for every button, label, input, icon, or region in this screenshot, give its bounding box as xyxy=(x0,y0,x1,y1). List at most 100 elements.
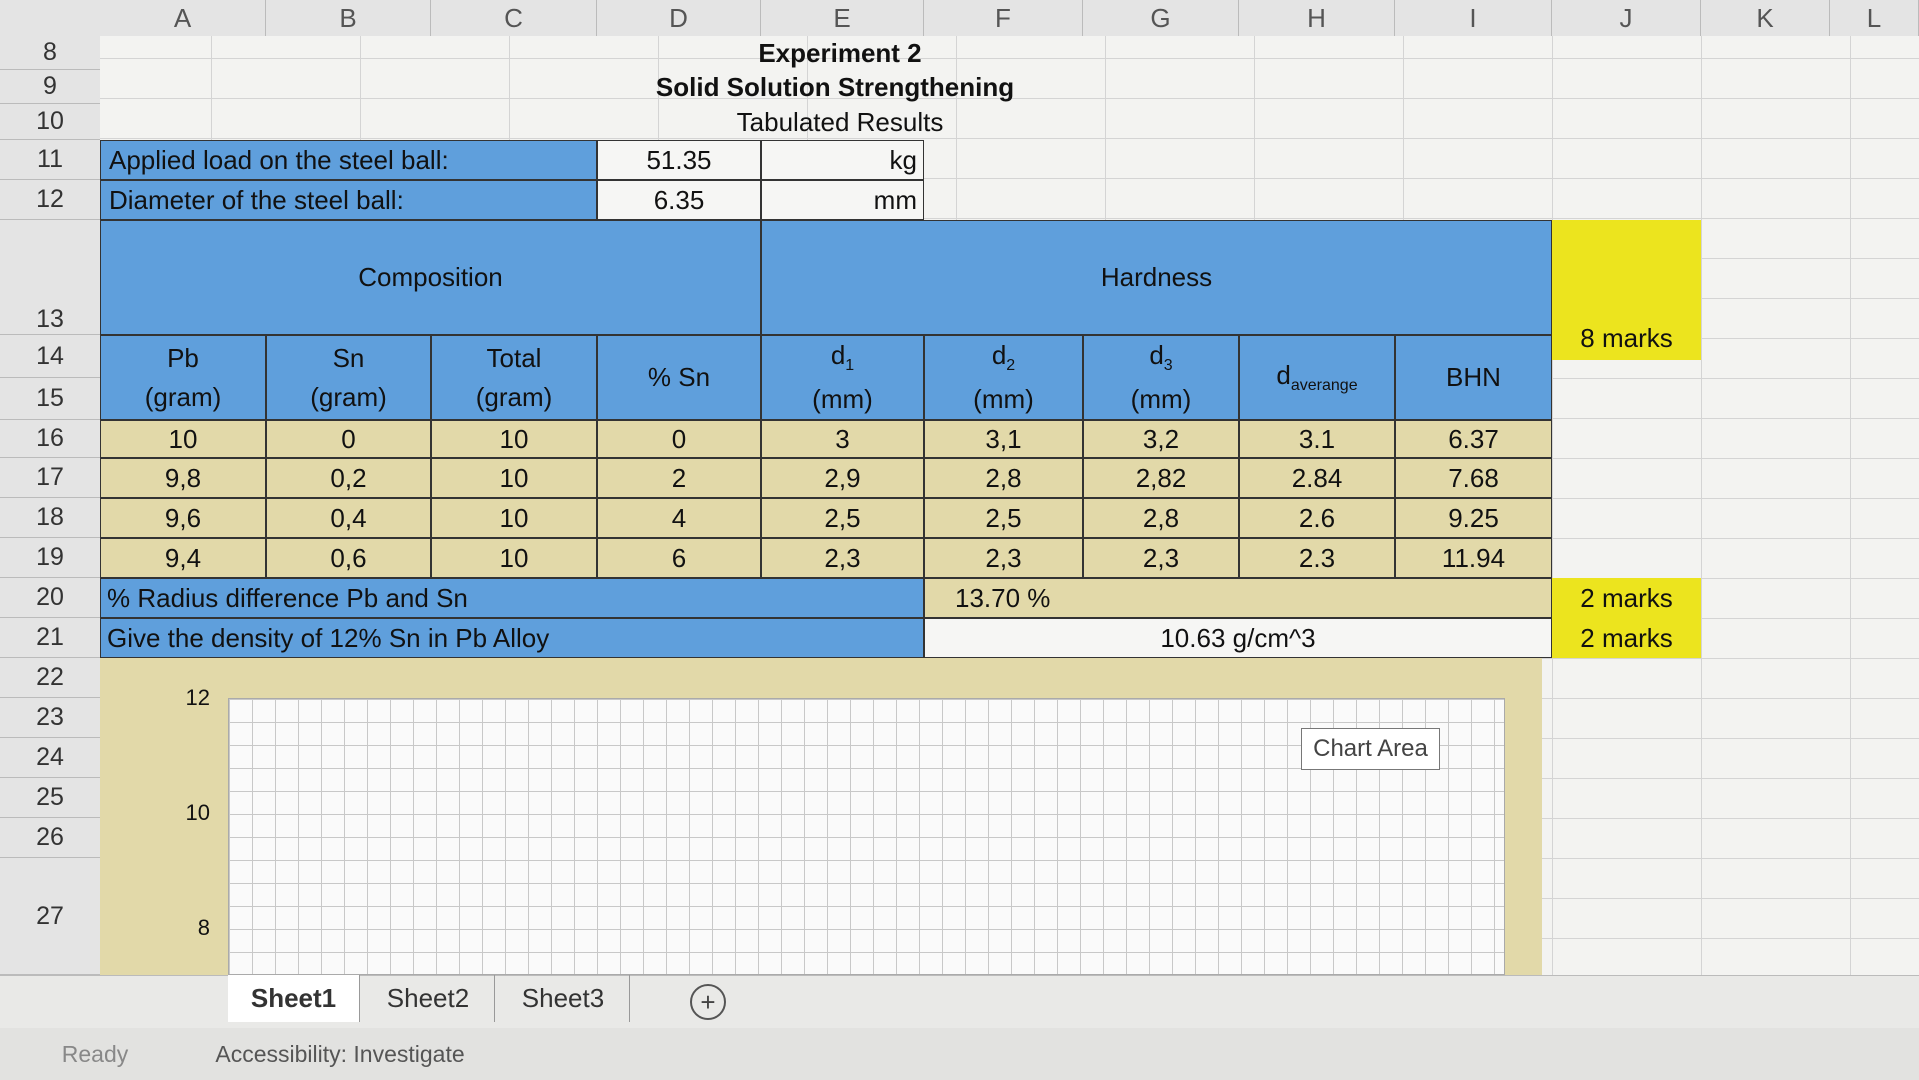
row-number[interactable]: 21 xyxy=(0,618,100,658)
header-subscript: 1 xyxy=(845,357,855,375)
table-cell[interactable]: 10 xyxy=(431,420,597,458)
table-cell[interactable]: 2.6 xyxy=(1239,498,1395,538)
input-label: Diameter of the steel ball: xyxy=(100,180,597,220)
column-header[interactable]: I xyxy=(1395,0,1552,36)
row-number[interactable]: 17 xyxy=(0,458,100,498)
add-sheet-button[interactable]: + xyxy=(690,984,726,1020)
column-header[interactable]: A xyxy=(100,0,266,36)
table-cell[interactable]: 10 xyxy=(431,498,597,538)
row-number[interactable]: 19 xyxy=(0,538,100,578)
table-cell[interactable]: 9,8 xyxy=(100,458,266,498)
table-cell[interactable]: 3 xyxy=(761,420,924,458)
table-cell[interactable]: 10 xyxy=(431,538,597,578)
row-number[interactable]: 10 xyxy=(0,104,100,140)
table-cell[interactable]: 9,6 xyxy=(100,498,266,538)
table-cell[interactable]: 2,9 xyxy=(761,458,924,498)
header-main: Pb xyxy=(167,342,199,373)
row-number[interactable]: 13 xyxy=(0,220,100,335)
table-cell[interactable]: 2.3 xyxy=(1239,538,1395,578)
input-unit: mm xyxy=(761,180,924,220)
row-number[interactable]: 27 xyxy=(0,858,100,975)
row-number[interactable]: 14 xyxy=(0,335,100,378)
row-number[interactable]: 24 xyxy=(0,738,100,778)
table-cell[interactable]: 7.68 xyxy=(1395,458,1552,498)
header-subscript: averange xyxy=(1290,377,1358,395)
row-number[interactable]: 22 xyxy=(0,658,100,698)
plot-area[interactable] xyxy=(228,698,1505,975)
header-main: d xyxy=(991,340,1007,371)
table-cell[interactable]: 9.25 xyxy=(1395,498,1552,538)
column-header[interactable]: D xyxy=(597,0,761,36)
table-cell[interactable]: 4 xyxy=(597,498,761,538)
table-cell[interactable]: 0 xyxy=(597,420,761,458)
header-text: Pb xyxy=(167,343,199,374)
table-cell[interactable]: 10 xyxy=(100,420,266,458)
table-cell[interactable]: 2,3 xyxy=(761,538,924,578)
column-header[interactable]: K xyxy=(1701,0,1830,36)
column-header[interactable]: C xyxy=(431,0,597,36)
table-cell[interactable]: 0,2 xyxy=(266,458,431,498)
table-cell[interactable]: 2.84 xyxy=(1239,458,1395,498)
caption: Tabulated Results xyxy=(736,106,944,137)
row-number[interactable]: 26 xyxy=(0,818,100,858)
row-number[interactable]: 8 xyxy=(0,36,100,70)
header-unit: (mm) xyxy=(812,383,873,414)
marks-label: 2 marks xyxy=(1552,618,1701,658)
table-cell[interactable]: 2,8 xyxy=(1083,498,1239,538)
table-cell[interactable]: 9,4 xyxy=(100,538,266,578)
table-cell[interactable]: 2 xyxy=(597,458,761,498)
table-cell[interactable]: 2,8 xyxy=(924,458,1083,498)
table-cell[interactable]: 3,2 xyxy=(1083,420,1239,458)
table-cell[interactable]: 2,82 xyxy=(1083,458,1239,498)
status-accessibility[interactable]: Accessibility: Investigate xyxy=(215,1040,465,1067)
title: Experiment 2 xyxy=(758,37,922,68)
row-number[interactable]: 25 xyxy=(0,778,100,818)
column-header[interactable]: L xyxy=(1830,0,1919,36)
column-header[interactable]: F xyxy=(924,0,1083,36)
table-cell[interactable]: 6.37 xyxy=(1395,420,1552,458)
table-header: Pb (gram) xyxy=(100,335,266,420)
sheet-tab[interactable]: Sheet2 xyxy=(362,975,495,1022)
y-tick-label: 8 xyxy=(197,915,210,940)
header-unit: (gram) xyxy=(310,381,387,412)
table-cell[interactable]: 2,3 xyxy=(1083,538,1239,578)
table-cell[interactable]: 3.1 xyxy=(1239,420,1395,458)
header-text: d1 xyxy=(831,340,854,375)
table-cell[interactable]: 0 xyxy=(266,420,431,458)
row-number[interactable]: 11 xyxy=(0,140,100,180)
header-main: d xyxy=(1276,359,1291,390)
table-cell[interactable]: 0,6 xyxy=(266,538,431,578)
header-text: BHN xyxy=(1446,362,1501,393)
column-header[interactable]: B xyxy=(266,0,431,36)
input-unit: kg xyxy=(761,140,924,180)
sheet-tab[interactable]: Sheet3 xyxy=(497,975,630,1022)
table-cell[interactable]: 0,4 xyxy=(266,498,431,538)
row-number[interactable]: 20 xyxy=(0,578,100,618)
row-number[interactable]: 9 xyxy=(0,70,100,104)
subtitle: Solid Solution Strengthening xyxy=(655,71,1015,102)
row-number[interactable]: 12 xyxy=(0,180,100,220)
answer: 13.70 % xyxy=(924,578,1552,618)
header-unit: (mm) xyxy=(973,383,1034,414)
table-cell[interactable]: 6 xyxy=(597,538,761,578)
sheet-tab[interactable]: Sheet1 xyxy=(228,975,360,1022)
row-number[interactable]: 15 xyxy=(0,378,100,420)
table-cell[interactable]: 3,1 xyxy=(924,420,1083,458)
table-cell[interactable]: 10 xyxy=(431,458,597,498)
column-header[interactable]: G xyxy=(1083,0,1239,36)
table-cell[interactable]: 2,5 xyxy=(924,498,1083,538)
table-cell[interactable]: 2,3 xyxy=(924,538,1083,578)
row-number[interactable]: 18 xyxy=(0,498,100,538)
question: % Radius difference Pb and Sn xyxy=(100,578,924,618)
column-header[interactable]: E xyxy=(761,0,924,36)
header-corner xyxy=(0,0,100,36)
table-cell[interactable]: 11.94 xyxy=(1395,538,1552,578)
row-number[interactable]: 23 xyxy=(0,698,100,738)
row-number[interactable]: 16 xyxy=(0,420,100,458)
table-header: d2 (mm) xyxy=(924,335,1083,420)
column-header[interactable]: J xyxy=(1552,0,1701,36)
header-subscript: 3 xyxy=(1163,357,1173,375)
column-header[interactable]: H xyxy=(1239,0,1395,36)
table-cell[interactable]: 2,5 xyxy=(761,498,924,538)
